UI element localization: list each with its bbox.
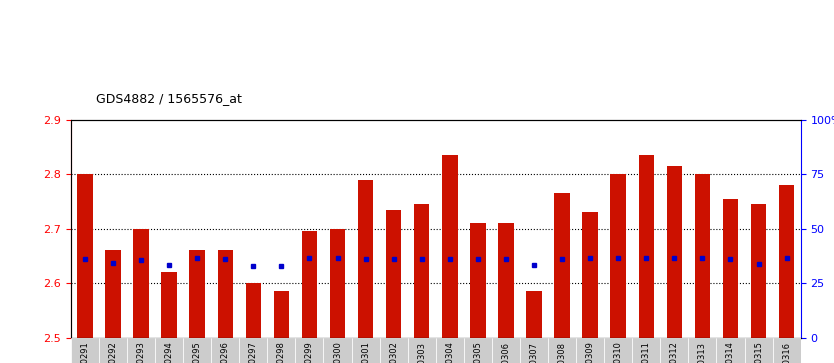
Text: GSM1200302: GSM1200302 <box>389 342 398 363</box>
Bar <box>99 338 127 363</box>
Bar <box>162 272 177 338</box>
Bar <box>408 338 435 363</box>
Bar <box>632 338 661 363</box>
Bar <box>189 250 205 338</box>
Bar <box>582 212 598 338</box>
Bar <box>470 223 485 338</box>
Text: GSM1200305: GSM1200305 <box>474 342 482 363</box>
Text: GSM1200299: GSM1200299 <box>305 342 314 363</box>
Bar <box>133 229 148 338</box>
Bar <box>442 155 458 338</box>
Bar <box>604 338 632 363</box>
Bar <box>183 338 211 363</box>
Text: GSM1200293: GSM1200293 <box>137 342 146 363</box>
Bar <box>211 338 239 363</box>
Bar <box>661 338 688 363</box>
Bar <box>520 338 548 363</box>
Bar <box>352 338 379 363</box>
Text: GSM1200300: GSM1200300 <box>333 342 342 363</box>
Bar <box>155 338 183 363</box>
Text: GSM1200315: GSM1200315 <box>754 342 763 363</box>
Bar <box>555 193 570 338</box>
Bar <box>105 250 121 338</box>
Bar <box>71 338 99 363</box>
Text: GSM1200308: GSM1200308 <box>558 342 566 363</box>
Text: GSM1200294: GSM1200294 <box>164 342 173 363</box>
Bar <box>78 174 93 338</box>
Bar <box>435 338 464 363</box>
Text: GSM1200314: GSM1200314 <box>726 342 735 363</box>
Bar <box>295 338 324 363</box>
Bar <box>688 338 716 363</box>
Bar <box>716 338 745 363</box>
Bar <box>358 180 374 338</box>
Text: GSM1200313: GSM1200313 <box>698 342 707 363</box>
Bar <box>723 199 738 338</box>
Text: GSM1200312: GSM1200312 <box>670 342 679 363</box>
Text: GSM1200298: GSM1200298 <box>277 342 286 363</box>
Bar <box>666 166 682 338</box>
Text: GSM1200297: GSM1200297 <box>249 342 258 363</box>
Bar <box>610 174 626 338</box>
Bar <box>329 229 345 338</box>
Text: GDS4882 / 1565576_at: GDS4882 / 1565576_at <box>96 92 242 105</box>
Bar <box>239 338 268 363</box>
Bar <box>464 338 492 363</box>
Bar <box>268 338 295 363</box>
Text: GSM1200296: GSM1200296 <box>221 342 229 363</box>
Bar <box>218 250 233 338</box>
Bar <box>324 338 352 363</box>
Bar <box>576 338 604 363</box>
Text: GSM1200309: GSM1200309 <box>585 342 595 363</box>
Bar <box>386 209 401 338</box>
Text: GSM1200303: GSM1200303 <box>417 342 426 363</box>
Bar <box>302 232 317 338</box>
Text: GSM1200304: GSM1200304 <box>445 342 455 363</box>
Bar <box>245 283 261 338</box>
Bar <box>772 338 801 363</box>
Text: GSM1200295: GSM1200295 <box>193 342 202 363</box>
Bar <box>379 338 408 363</box>
Text: GSM1200291: GSM1200291 <box>80 342 89 363</box>
Bar <box>492 338 520 363</box>
Bar <box>498 223 514 338</box>
Bar <box>751 204 766 338</box>
Text: GSM1200306: GSM1200306 <box>501 342 510 363</box>
Text: GSM1200311: GSM1200311 <box>642 342 651 363</box>
Bar <box>274 291 289 338</box>
Bar <box>745 338 772 363</box>
Text: GSM1200307: GSM1200307 <box>530 342 539 363</box>
Bar <box>414 204 430 338</box>
Bar <box>779 185 794 338</box>
Bar <box>548 338 576 363</box>
Bar <box>695 174 710 338</box>
Bar <box>526 291 542 338</box>
Text: GSM1200316: GSM1200316 <box>782 342 791 363</box>
Bar <box>127 338 155 363</box>
Bar <box>639 155 654 338</box>
Text: GSM1200292: GSM1200292 <box>108 342 118 363</box>
Text: GSM1200301: GSM1200301 <box>361 342 370 363</box>
Text: GSM1200310: GSM1200310 <box>614 342 623 363</box>
